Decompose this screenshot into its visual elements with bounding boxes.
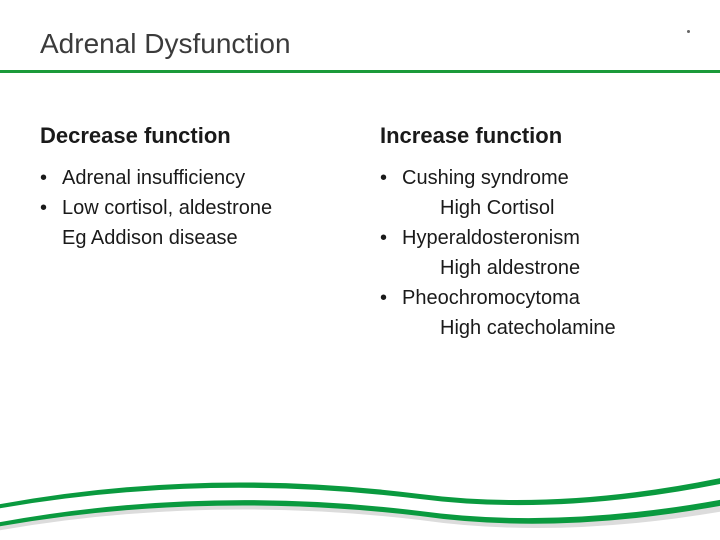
left-subline: Eg Addison disease [40, 223, 340, 253]
title-area: Adrenal Dysfunction [0, 0, 720, 70]
list-item: Pheochromocytoma [380, 283, 680, 313]
slide-title: Adrenal Dysfunction [40, 28, 720, 60]
left-bullets: Adrenal insufficiency Low cortisol, alde… [40, 163, 340, 223]
left-column: Decrease function Adrenal insufficiency … [40, 123, 340, 343]
right-bullets: Pheochromocytoma [380, 283, 680, 313]
content-columns: Decrease function Adrenal insufficiency … [0, 73, 720, 343]
right-heading: Increase function [380, 123, 680, 149]
list-item: Low cortisol, aldestrone [40, 193, 340, 223]
list-item: Cushing syndrome [380, 163, 680, 193]
right-bullets: Hyperaldosteronism [380, 223, 680, 253]
list-item: Adrenal insufficiency [40, 163, 340, 193]
list-item: Hyperaldosteronism [380, 223, 680, 253]
footer-swoosh [0, 450, 720, 540]
right-bullets: Cushing syndrome [380, 163, 680, 193]
sub-item: High catecholamine [380, 313, 680, 343]
sub-item: High Cortisol [380, 193, 680, 223]
right-column: Increase function Cushing syndrome High … [380, 123, 680, 343]
corner-decoration [687, 30, 690, 33]
sub-item: High aldestrone [380, 253, 680, 283]
left-heading: Decrease function [40, 123, 340, 149]
